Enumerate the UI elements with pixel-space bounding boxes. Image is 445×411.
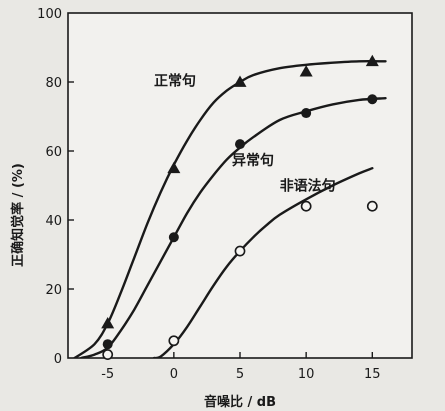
data-point-open-circle bbox=[300, 200, 312, 212]
data-point-triangle bbox=[101, 317, 115, 329]
x-tick-label: 15 bbox=[364, 367, 381, 382]
y-tick-label: 40 bbox=[45, 214, 62, 229]
data-point-triangle bbox=[233, 75, 247, 87]
series-label: 正常句 bbox=[154, 72, 196, 89]
series-label: 异常句 bbox=[232, 152, 274, 169]
data-point-open-circle bbox=[102, 349, 114, 360]
data-point-filled-circle bbox=[168, 232, 179, 243]
series-label: 非语法句 bbox=[280, 178, 336, 195]
data-point-filled-circle bbox=[301, 108, 312, 119]
plot-frame bbox=[67, 12, 413, 359]
data-point-filled-circle bbox=[102, 339, 113, 350]
x-axis-label: 音噪比 / dB bbox=[204, 394, 276, 410]
data-point-triangle bbox=[365, 54, 379, 67]
y-tick-label: 80 bbox=[45, 76, 62, 91]
x-tick-label: -5 bbox=[101, 367, 114, 382]
data-point-triangle bbox=[167, 161, 181, 174]
y-tick-label: 20 bbox=[45, 283, 62, 298]
data-point-open-circle bbox=[234, 245, 246, 257]
data-point-open-circle bbox=[366, 200, 378, 212]
x-tick-label: 5 bbox=[236, 367, 244, 382]
data-point-open-circle bbox=[168, 335, 180, 347]
y-axis-label: 正确知觉率 / (%) bbox=[10, 163, 26, 267]
series-line bbox=[73, 60, 387, 358]
y-tick-label: 60 bbox=[45, 145, 62, 160]
data-point-triangle bbox=[299, 65, 313, 77]
y-tick-label: 100 bbox=[37, 7, 62, 22]
y-tick-label: 0 bbox=[54, 352, 62, 367]
x-tick-label: 10 bbox=[298, 367, 315, 382]
data-point-filled-circle bbox=[235, 139, 245, 150]
data-point-filled-circle bbox=[367, 94, 378, 105]
x-tick-label: 0 bbox=[170, 367, 178, 382]
